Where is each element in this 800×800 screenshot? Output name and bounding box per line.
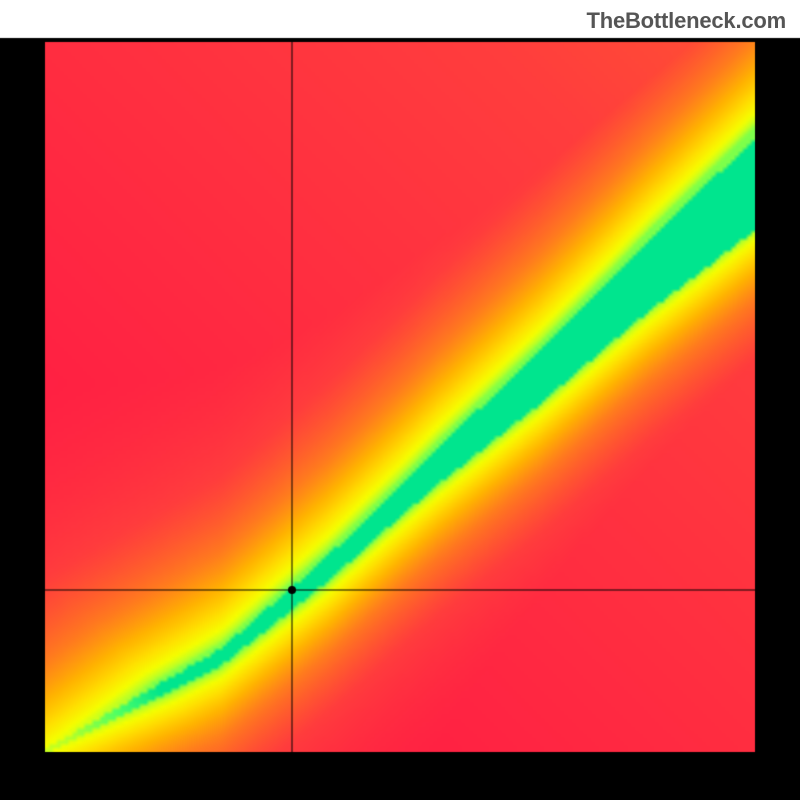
bottleneck-heatmap bbox=[0, 0, 800, 800]
watermark-text: TheBottleneck.com bbox=[586, 8, 786, 34]
chart-container: TheBottleneck.com bbox=[0, 0, 800, 800]
